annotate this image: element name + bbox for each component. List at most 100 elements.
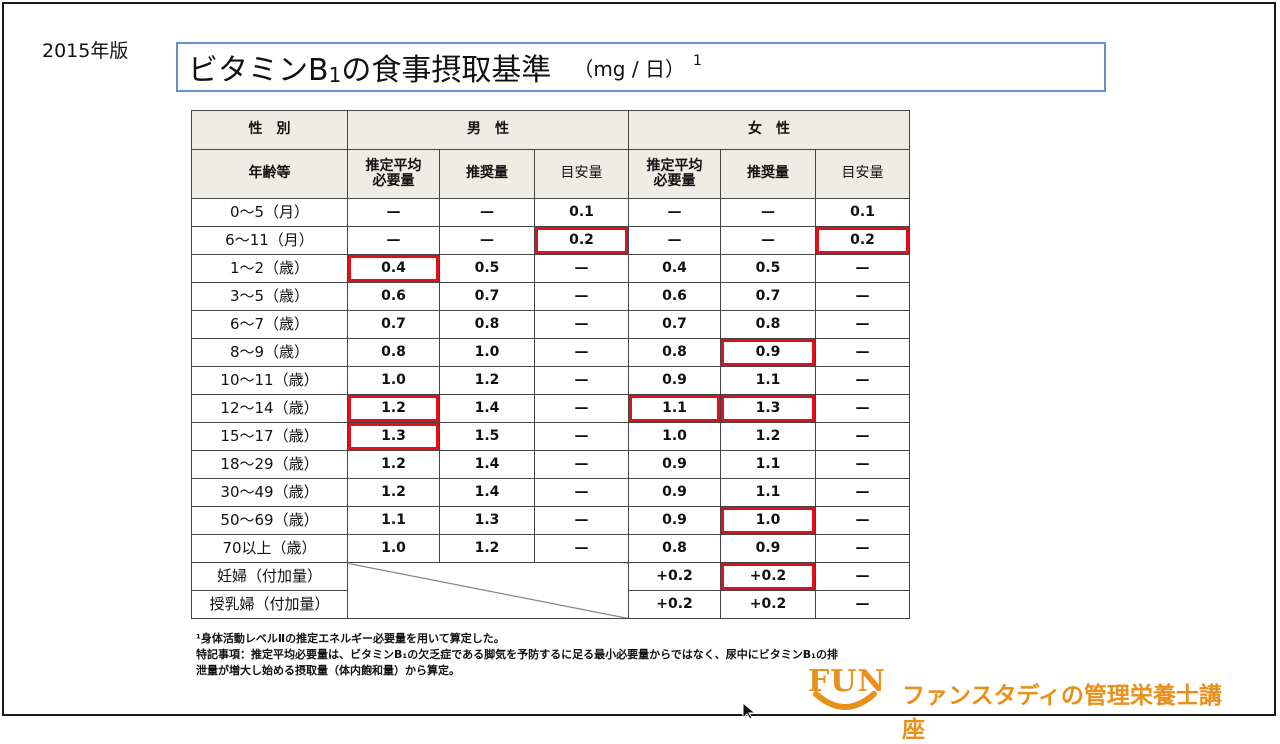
header-male: 男 性 <box>347 110 629 150</box>
value-cell: — <box>628 198 721 227</box>
value-cell: 1.3 <box>439 506 535 535</box>
value-cell: +0.2 <box>720 590 816 619</box>
value-cell: — <box>815 506 910 535</box>
pregnant-label: 妊婦（付加量） <box>191 562 348 591</box>
table-row: 0〜5（月） — — 0.1 — — 0.1 <box>191 198 910 227</box>
value-cell: — <box>628 226 721 255</box>
table-row: 30〜49（歳） 1.2 1.4 — 0.9 1.1 — <box>191 478 910 507</box>
value-cell: 0.5 <box>720 254 816 283</box>
value-cell: 0.8 <box>628 338 721 367</box>
footnotes: ¹身体活動レベルⅡの推定エネルギー必要量を用いて算定した。 特記事項：推定平均必… <box>196 631 916 679</box>
value-cell: — <box>815 366 910 395</box>
value-cell: — <box>534 394 629 423</box>
table-row-lactating: 授乳婦（付加量） +0.2 +0.2 — <box>191 590 910 619</box>
title-unit: （mg / 日） <box>573 56 685 81</box>
table-row: 6〜11（月） — — 0.2 — — 0.2 <box>191 226 910 255</box>
not-applicable-diagonal-cell <box>347 562 629 619</box>
table-row: 6〜7（歳） 0.7 0.8 — 0.7 0.8 — <box>191 310 910 339</box>
value-cell: — <box>534 478 629 507</box>
value-cell: 1.1 <box>720 366 816 395</box>
value-cell: — <box>534 310 629 339</box>
table-row: 1〜2（歳） 0.4 0.5 — 0.4 0.5 — <box>191 254 910 283</box>
age-cell: 18〜29（歳） <box>191 450 348 479</box>
age-cell: 6〜11（月） <box>191 226 348 255</box>
value-cell: 0.9 <box>628 478 721 507</box>
value-cell: 0.7 <box>347 310 440 339</box>
value-cell: 1.0 <box>439 338 535 367</box>
age-cell: 6〜7（歳） <box>191 310 348 339</box>
age-cell: 10〜11（歳） <box>191 366 348 395</box>
table-row: 10〜11（歳） 1.0 1.2 — 0.9 1.1 — <box>191 366 910 395</box>
header-female-ai: 目安量 <box>815 149 910 199</box>
value-cell: 1.1 <box>347 506 440 535</box>
value-cell: — <box>534 254 629 283</box>
title-subscript: 1 <box>328 63 342 87</box>
edition-label: 2015年版 <box>42 40 129 62</box>
table-row: 18〜29（歳） 1.2 1.4 — 0.9 1.1 — <box>191 450 910 479</box>
value-cell: 0.9 <box>628 506 721 535</box>
value-cell: 0.9 <box>628 366 721 395</box>
footnote-1: ¹身体活動レベルⅡの推定エネルギー必要量を用いて算定した。 <box>196 632 505 645</box>
value-cell: 0.8 <box>628 534 721 563</box>
value-cell: — <box>720 198 816 227</box>
highlighted-value-cell: 0.2 <box>534 226 629 255</box>
value-cell: — <box>534 422 629 451</box>
value-cell: — <box>815 282 910 311</box>
mouse-cursor-icon <box>742 702 757 720</box>
value-cell: 0.1 <box>534 198 629 227</box>
age-cell: 30〜49（歳） <box>191 478 348 507</box>
table-row: 3〜5（歳） 0.6 0.7 — 0.6 0.7 — <box>191 282 910 311</box>
smile-icon <box>813 691 877 710</box>
value-cell: 0.8 <box>720 310 816 339</box>
lactating-label: 授乳婦（付加量） <box>191 590 348 619</box>
age-cell: 8〜9（歳） <box>191 338 348 367</box>
header-male-ai: 目安量 <box>534 149 629 199</box>
value-cell: — <box>534 282 629 311</box>
logo-title: ファンスタディの管理栄養士講座 <box>902 683 1222 743</box>
value-cell: 1.2 <box>720 422 816 451</box>
value-cell: — <box>815 534 910 563</box>
value-cell: 0.6 <box>628 282 721 311</box>
value-cell: 0.7 <box>439 282 535 311</box>
age-cell: 70以上（歳） <box>191 534 348 563</box>
value-cell: 1.1 <box>720 450 816 479</box>
title-main-post: の食事摂取基準 <box>341 53 552 88</box>
value-cell: — <box>720 226 816 255</box>
value-cell: — <box>534 366 629 395</box>
value-cell: +0.2 <box>628 590 721 619</box>
value-cell: — <box>439 226 535 255</box>
value-cell: — <box>815 590 910 619</box>
table-row: 50〜69（歳） 1.1 1.3 — 0.9 1.0 — <box>191 506 910 535</box>
value-cell: — <box>347 226 440 255</box>
value-cell: 1.4 <box>439 394 535 423</box>
value-cell: — <box>534 534 629 563</box>
value-cell: — <box>815 422 910 451</box>
value-cell: 0.7 <box>720 282 816 311</box>
table-row: 70以上（歳） 1.0 1.2 — 0.8 0.9 — <box>191 534 910 563</box>
value-cell: 1.4 <box>439 450 535 479</box>
header-female-ear: 推定平均必要量 <box>628 149 721 199</box>
highlighted-value-cell: 1.2 <box>347 394 440 423</box>
value-cell: — <box>815 450 910 479</box>
value-cell: — <box>439 198 535 227</box>
title-main-pre: ビタミンB <box>188 53 329 88</box>
highlighted-value-cell: 1.3 <box>720 394 816 423</box>
table-row-pregnant: 妊婦（付加量） +0.2 +0.2 — <box>191 562 910 619</box>
value-cell: 1.0 <box>628 422 721 451</box>
value-cell: 0.6 <box>347 282 440 311</box>
age-cell: 3〜5（歳） <box>191 282 348 311</box>
footnote-3: 泄量が増大し始める摂取量（体内飽和量）から算定。 <box>196 663 460 677</box>
highlighted-value-cell: 1.0 <box>720 506 816 535</box>
table-row: 12〜14（歳） 1.2 1.4 — 1.1 1.3 — <box>191 394 910 423</box>
value-cell: — <box>815 562 910 591</box>
table-row: 8〜9（歳） 0.8 1.0 — 0.8 0.9 — <box>191 338 910 367</box>
value-cell: 0.5 <box>439 254 535 283</box>
header-sex: 性 別 <box>191 110 348 150</box>
title-footnote-marker: 1 <box>692 53 702 69</box>
header-ear-text: 推定平均必要量 <box>646 157 703 189</box>
brand-logo: FUN ファンスタディの管理栄養士講座 <box>800 664 1238 743</box>
value-cell: +0.2 <box>628 562 721 591</box>
value-cell: — <box>815 478 910 507</box>
header-age: 年齢等 <box>191 149 348 199</box>
age-cell: 0〜5（月） <box>191 198 348 227</box>
